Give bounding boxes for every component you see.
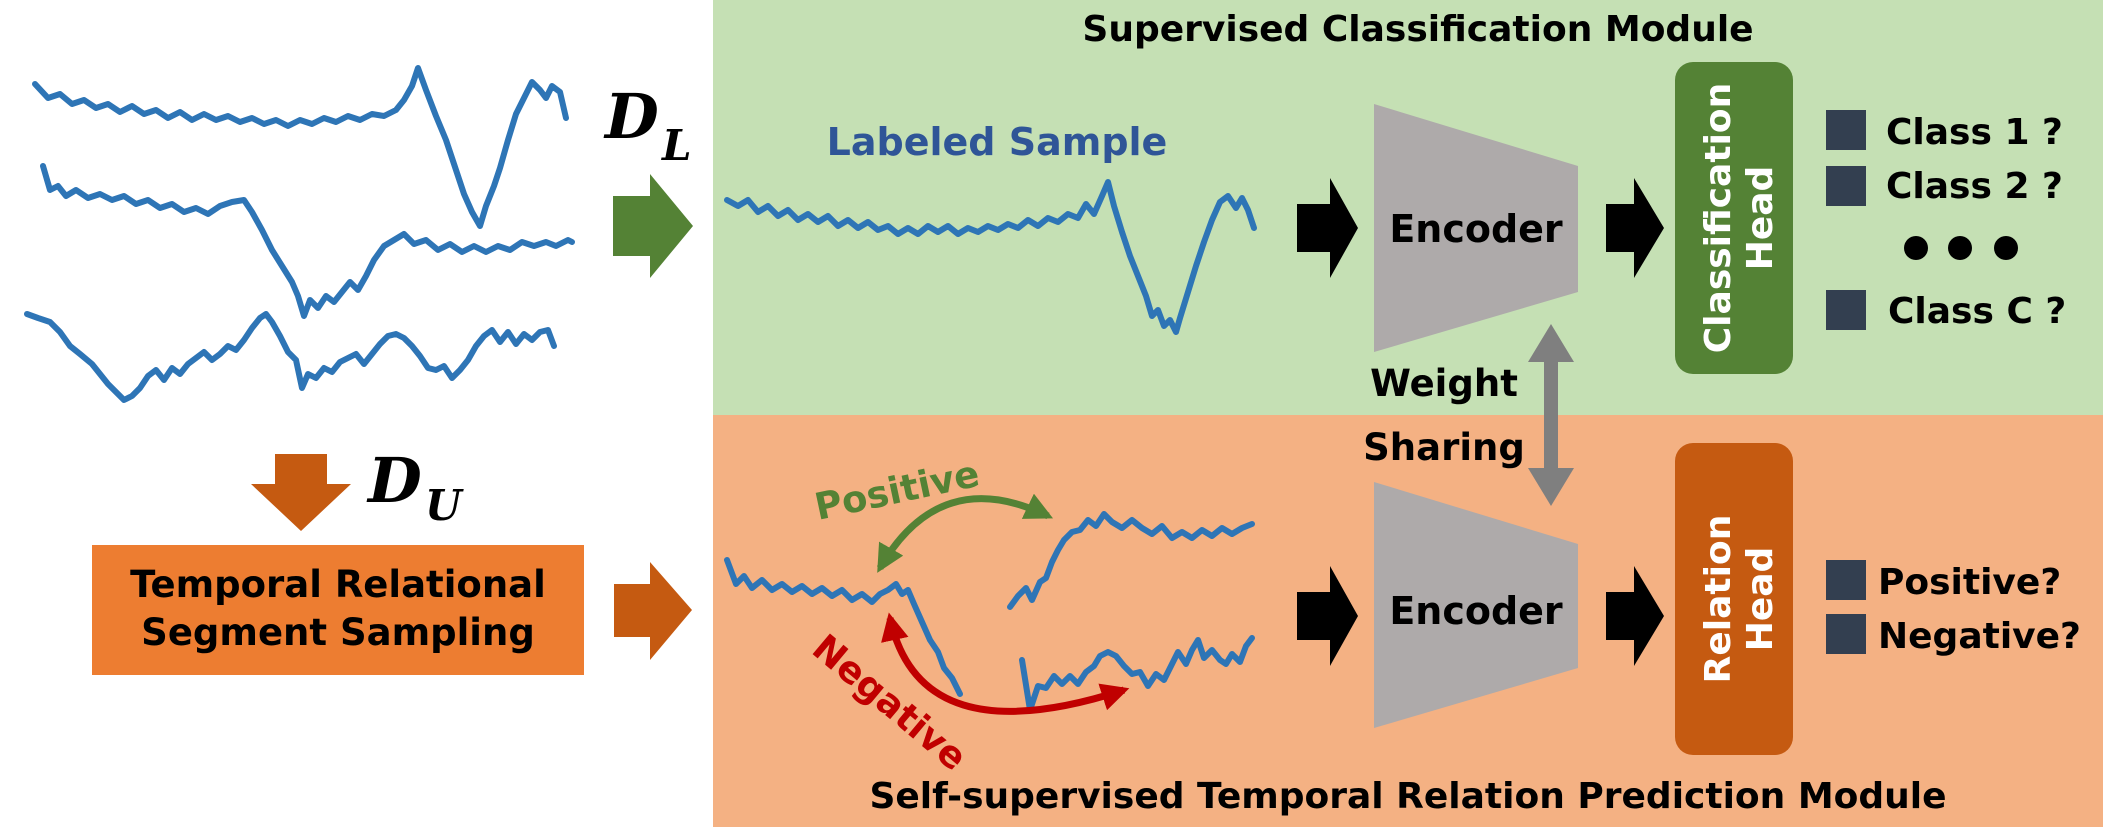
encoder-top bbox=[1374, 104, 1578, 352]
negative-arrow bbox=[881, 612, 1130, 715]
weight-sharing-line1: Weight bbox=[1370, 362, 1518, 405]
sampling-box-line2: Segment Sampling bbox=[141, 611, 535, 654]
classification-head-line1: Classification bbox=[1698, 83, 1739, 353]
unlabeled-set-subscript: U bbox=[425, 481, 464, 530]
labeled-sample-signal bbox=[724, 179, 1257, 335]
class-1-square bbox=[1826, 110, 1866, 150]
input-signals bbox=[24, 65, 575, 403]
segment-positive bbox=[1007, 511, 1255, 610]
labeled-set-symbol: D L bbox=[603, 80, 692, 170]
labeled-flow-arrow bbox=[613, 174, 693, 278]
to-encoder-arrow-bottom bbox=[1297, 566, 1358, 666]
class-c-square bbox=[1826, 290, 1866, 330]
sampling-box-line1: Temporal Relational bbox=[130, 563, 546, 606]
to-relation-head-arrow bbox=[1606, 566, 1664, 666]
to-class-head-arrow bbox=[1606, 178, 1664, 278]
ellipsis-dot-1 bbox=[1904, 236, 1928, 260]
ellipsis-dot-3 bbox=[1994, 236, 2018, 260]
input-signal-3 bbox=[24, 311, 557, 403]
self-supervised-module-title: Self-supervised Temporal Relation Predic… bbox=[869, 776, 1946, 817]
input-signal-1 bbox=[32, 65, 569, 229]
relation-head-line1: Relation bbox=[1698, 515, 1739, 684]
classification-head-line2: Head bbox=[1740, 166, 1781, 271]
weight-sharing-arrow bbox=[1528, 324, 1574, 506]
ellipsis-dot-2 bbox=[1948, 236, 1972, 260]
labeled-set-letter: D bbox=[603, 80, 659, 153]
labeled-set-subscript: L bbox=[661, 121, 692, 170]
negative-output-square bbox=[1826, 614, 1866, 654]
classification-head bbox=[1675, 62, 1793, 374]
to-encoder-arrow-top bbox=[1297, 178, 1358, 278]
class-1-label: Class 1 ? bbox=[1886, 112, 2063, 153]
encoder-top-label: Encoder bbox=[1389, 207, 1563, 251]
class-c-label: Class C ? bbox=[1888, 291, 2066, 332]
class-2-square bbox=[1826, 166, 1866, 206]
sampling-box bbox=[92, 545, 584, 675]
encoder-bottom bbox=[1374, 482, 1578, 728]
sampling-flow-arrow bbox=[614, 562, 692, 660]
unlabeled-flow-arrow bbox=[251, 454, 351, 531]
weight-sharing-line2: Sharing bbox=[1363, 426, 1525, 469]
unlabeled-set-symbol: D U bbox=[366, 444, 464, 530]
relation-head bbox=[1675, 443, 1793, 755]
encoder-bottom-label: Encoder bbox=[1389, 589, 1563, 633]
positive-output-label: Positive? bbox=[1878, 562, 2061, 603]
unlabeled-set-letter: D bbox=[366, 444, 422, 517]
negative-output-label: Negative? bbox=[1878, 616, 2081, 657]
labeled-sample-label: Labeled Sample bbox=[827, 120, 1168, 164]
relation-head-line2: Head bbox=[1740, 547, 1781, 652]
class-2-label: Class 2 ? bbox=[1886, 166, 2063, 207]
input-signal-2 bbox=[40, 163, 575, 319]
supervised-module-title: Supervised Classification Module bbox=[1082, 9, 1753, 50]
positive-output-square bbox=[1826, 560, 1866, 600]
positive-arrow bbox=[876, 493, 1054, 573]
